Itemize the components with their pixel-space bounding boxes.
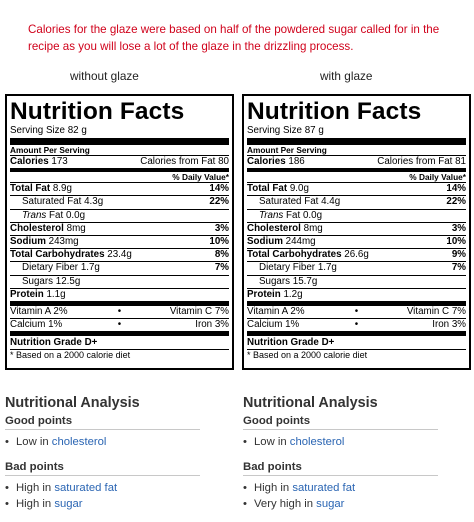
list-item: • Very high in sugar [243,498,345,510]
nutritional-analysis-with-glaze: Nutritional Analysis Good points • Low in… [243,394,438,512]
bad-points-heading: Bad points [5,461,200,476]
cholesterol-link[interactable]: cholesterol [51,436,107,448]
nutrition-grade: Nutrition Grade D+ [247,331,466,349]
nutrient-row: Total Carbohydrates 26.6g 9% [247,248,466,261]
cholesterol-link[interactable]: cholesterol [289,436,345,448]
saturated-fat-link[interactable]: saturated fat [292,482,356,494]
amount-per-serving: Amount Per Serving [247,145,327,155]
nutrient-row: Total Fat 8.9g 14% [10,182,229,195]
good-points-heading: Good points [243,415,438,430]
analysis-title: Nutritional Analysis [243,395,378,411]
saturated-fat-link[interactable]: saturated fat [54,482,118,494]
nutrition-facts-label-without-glaze: Nutrition Facts Serving Size 82 g Amount… [5,94,234,370]
nutrient-row: Cholesterol 8mg 3% [247,221,466,234]
bad-points-list: • High in saturated fat • Very high in sug… [243,480,438,512]
serving-size: Serving Size 82 g [10,125,229,145]
list-item: • High in saturated fat [243,482,356,494]
list-item: • High in saturated fat [5,482,118,494]
nutrient-row: Cholesterol 8mg 3% [10,221,229,234]
footnote: * Based on a 2000 calorie diet [247,349,466,361]
good-points-list: • Low in cholesterol [243,434,438,450]
nutrition-grade: Nutrition Grade D+ [10,331,229,349]
nutritional-analysis-without-glaze: Nutritional Analysis Good points • Low in… [5,394,200,512]
nutrient-row: Saturated Fat 4.4g 22% [247,195,466,208]
list-item: • High in sugar [5,498,83,510]
vitamin-row: Vitamin A 2% • Vitamin C 7% [10,301,229,318]
column-label-with-glaze: with glaze [320,69,373,83]
analysis-title: Nutritional Analysis [5,395,140,411]
daily-value-header: % Daily Value* [10,168,229,182]
nutrient-row: Dietary Fiber 1.7g 7% [10,261,229,274]
nutrient-row: Protein 1.2g [247,287,466,301]
bad-points-heading: Bad points [243,461,438,476]
serving-size: Serving Size 87 g [247,125,466,145]
bad-points-list: • High in saturated fat • High in sugar [5,480,200,512]
amount-per-serving: Amount Per Serving [10,145,90,155]
list-item: • Low in cholesterol [243,436,345,448]
nutrient-row: Sodium 243mg 10% [10,235,229,248]
vitamin-row: Calcium 1% • Iron 3% [247,318,466,331]
nutrition-facts-title: Nutrition Facts [247,98,422,125]
sugar-link[interactable]: sugar [54,498,83,510]
nutrient-row: Total Carbohydrates 23.4g 8% [10,248,229,261]
good-points-heading: Good points [5,415,200,430]
nutrient-row: Protein 1.1g [10,287,229,301]
nutrition-facts-label-with-glaze: Nutrition Facts Serving Size 87 g Amount… [242,94,471,370]
nutrition-facts-title: Nutrition Facts [10,98,185,125]
nutrient-row: Total Fat 9.0g 14% [247,182,466,195]
nutrient-row: Saturated Fat 4.3g 22% [10,195,229,208]
nutrient-row: Sugars 15.7g [247,274,466,288]
calories-row: Calories 173 Calories from Fat 80 [10,155,229,167]
list-item: • Low in cholesterol [5,436,107,448]
nutrient-row: Dietary Fiber 1.7g 7% [247,261,466,274]
footnote: * Based on a 2000 calorie diet [10,349,229,361]
nutrient-row: Sodium 244mg 10% [247,235,466,248]
vitamin-row: Calcium 1% • Iron 3% [10,318,229,331]
nutrient-row: Trans Fat 0.0g [247,208,466,222]
sugar-link[interactable]: sugar [316,498,345,510]
nutrient-row: Sugars 12.5g [10,274,229,288]
glaze-note: Calories for the glaze were based on hal… [28,23,440,53]
calories-row: Calories 186 Calories from Fat 81 [247,155,466,167]
vitamin-row: Vitamin A 2% • Vitamin C 7% [247,301,466,318]
good-points-list: • Low in cholesterol [5,434,200,450]
nutrient-row: Trans Fat 0.0g [10,208,229,222]
column-label-without-glaze: without glaze [70,69,139,83]
daily-value-header: % Daily Value* [247,168,466,182]
